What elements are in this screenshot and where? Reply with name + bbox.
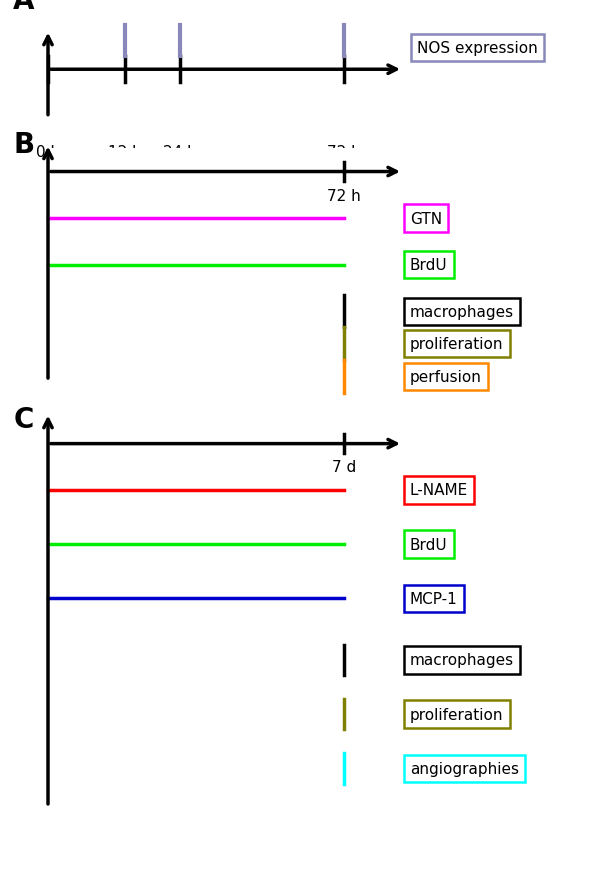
Text: 12 h: 12 h — [107, 145, 142, 160]
Text: 72 h: 72 h — [327, 145, 361, 160]
Text: A: A — [13, 0, 35, 15]
Text: B: B — [13, 131, 34, 159]
Text: perfusion: perfusion — [410, 369, 482, 384]
Text: L-NAME: L-NAME — [410, 483, 468, 498]
Text: 24 h: 24 h — [163, 145, 197, 160]
Text: angiographies: angiographies — [410, 760, 519, 776]
Text: proliferation: proliferation — [410, 337, 503, 352]
Text: 72 h: 72 h — [327, 189, 361, 203]
Text: NOS expression: NOS expression — [417, 40, 538, 56]
Text: C: C — [13, 405, 34, 433]
Text: BrdU: BrdU — [410, 537, 448, 552]
Text: BrdU: BrdU — [410, 258, 448, 273]
Text: 7 d: 7 d — [332, 460, 356, 474]
Text: GTN: GTN — [410, 211, 442, 226]
Text: macrophages: macrophages — [410, 304, 514, 319]
Text: MCP-1: MCP-1 — [410, 591, 458, 606]
Text: macrophages: macrophages — [410, 652, 514, 667]
Text: 0 h: 0 h — [36, 145, 60, 160]
Text: proliferation: proliferation — [410, 707, 503, 722]
